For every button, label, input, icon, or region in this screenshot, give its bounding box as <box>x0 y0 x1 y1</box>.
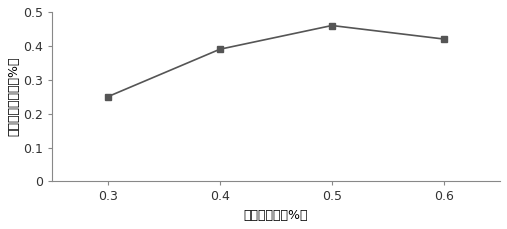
Y-axis label: 共轭亚油酸浓度（%）: 共轭亚油酸浓度（%） <box>7 57 20 136</box>
X-axis label: 亚油酸浓度（%）: 亚油酸浓度（%） <box>244 209 308 222</box>
